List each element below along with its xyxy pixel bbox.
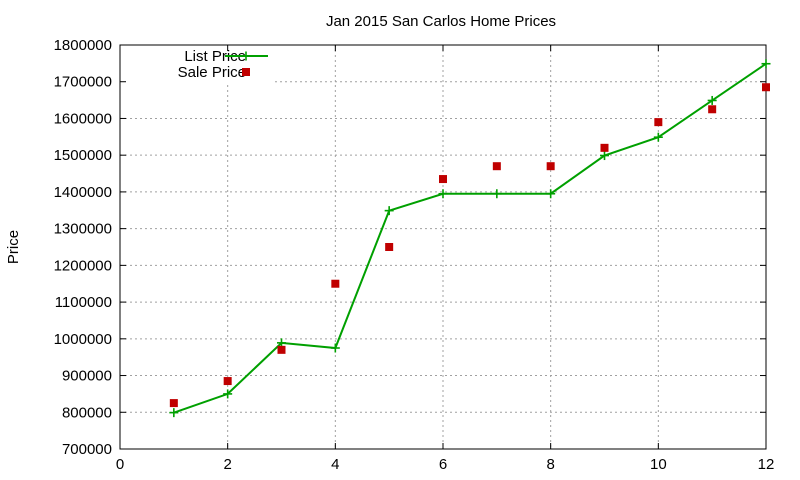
- list-price-point: [169, 408, 179, 418]
- sale-price-point: [277, 345, 286, 354]
- chart-title: Jan 2015 San Carlos Home Prices: [326, 13, 556, 30]
- list-price-point: [492, 189, 502, 199]
- list-price-point: [330, 343, 340, 353]
- sale-price-point: [169, 399, 178, 408]
- list-price-point: [653, 132, 663, 142]
- x-tick-label: 4: [331, 456, 339, 473]
- series: [169, 59, 771, 418]
- sale-price-point: [385, 243, 394, 251]
- y-tick-label: 1000000: [54, 331, 112, 348]
- y-tick-label: 1400000: [54, 184, 112, 201]
- y-tick-label: 1100000: [55, 294, 112, 311]
- y-tick-label: 1700000: [54, 74, 112, 91]
- grid: [120, 45, 766, 449]
- y-tick-label: 1500000: [54, 147, 112, 164]
- list-price-point: [707, 95, 717, 105]
- y-tick-label: 800000: [62, 404, 112, 421]
- sale-price-point: [762, 83, 770, 92]
- sale-price-point: [546, 162, 555, 171]
- list-price-point: [384, 206, 394, 216]
- sale-price-point: [600, 143, 609, 152]
- y-tick-label: 1300000: [54, 221, 112, 238]
- y-tick-label: 1800000: [54, 37, 112, 54]
- x-tick-label: 6: [439, 456, 447, 473]
- sale-price-point: [708, 105, 717, 114]
- y-tick-label: 1600000: [54, 110, 112, 127]
- x-tick-label: 12: [758, 456, 775, 473]
- x-tick-label: 0: [116, 456, 124, 473]
- list-price-line: [173, 62, 767, 414]
- sale-price-point: [223, 377, 232, 386]
- x-tick-label: 8: [546, 456, 554, 473]
- x-tick-label: 2: [223, 456, 231, 473]
- x-tick-label: 10: [650, 456, 667, 473]
- list-price-point: [761, 59, 771, 69]
- sale-price-point: [331, 279, 340, 288]
- legend-label-sale-price: Sale Price: [178, 64, 246, 81]
- axes: 0 2 4 6 8 10 12 700000 800000 900000 1000000 110000…: [54, 37, 775, 473]
- y-tick-label: 900000: [62, 368, 112, 385]
- sale-price-point: [654, 118, 663, 127]
- y-axis-label: Price: [5, 230, 22, 264]
- sale-price-point: [492, 162, 501, 171]
- list-price-point: [438, 189, 448, 199]
- y-tick-label: 1200000: [54, 257, 112, 274]
- list-price-point: [600, 151, 609, 161]
- list-price-point: [223, 389, 233, 399]
- list-price-point: [546, 189, 556, 199]
- sale-price-point: [439, 175, 447, 184]
- legend-label-list-price: List Price: [184, 48, 246, 65]
- legend-marker-sale-price: [242, 68, 250, 76]
- y-tick-label: 700000: [62, 441, 112, 458]
- legend-marker-list-price: [241, 51, 251, 61]
